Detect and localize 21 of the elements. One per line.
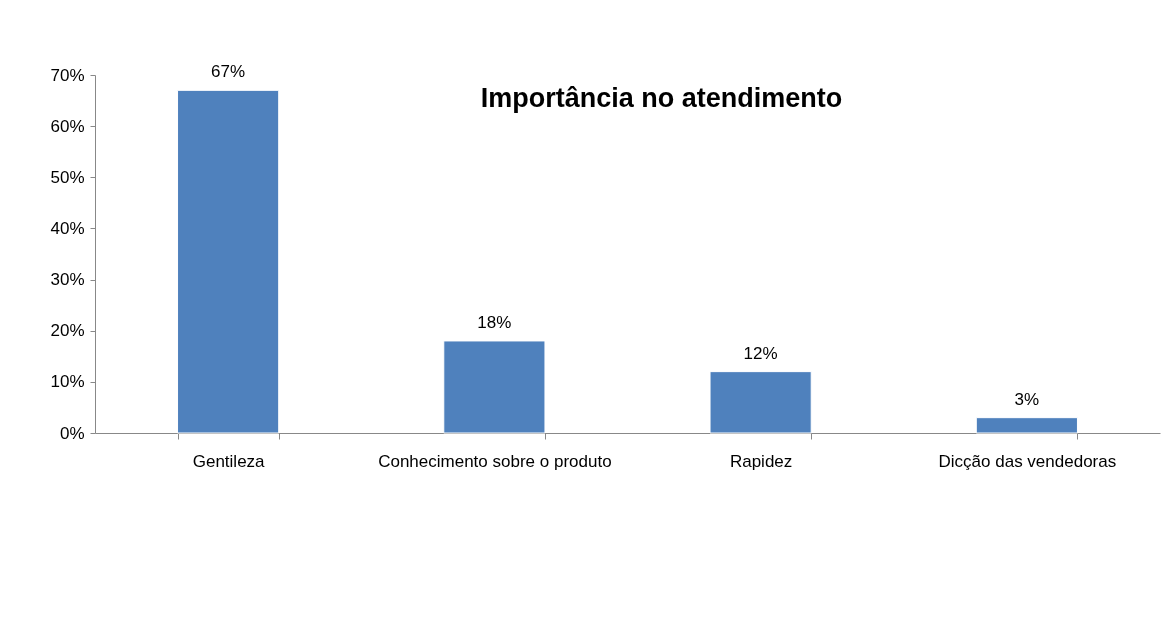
data-label: 67% — [211, 62, 246, 82]
y-tick-label: 70% — [50, 65, 85, 85]
data-label: 12% — [743, 343, 778, 363]
x-tick-label: Conhecimento sobre o produto — [378, 451, 612, 471]
x-tick-label: Dicção das vendedoras — [938, 451, 1117, 471]
data-label: 3% — [1014, 389, 1040, 409]
y-tick-label: 40% — [50, 218, 85, 238]
x-tick-label: Rapidez — [729, 451, 793, 471]
bar — [177, 89, 280, 434]
y-tick-label: 60% — [50, 116, 85, 136]
y-tick-label: 0% — [59, 423, 85, 443]
y-tick-label: 30% — [50, 270, 85, 290]
bar — [443, 340, 546, 434]
bar — [709, 371, 812, 434]
chart-title: Importância no atendimento — [480, 83, 843, 114]
data-label: 18% — [477, 312, 512, 332]
y-tick-label: 10% — [50, 372, 85, 392]
y-tick-label: 20% — [50, 321, 85, 341]
bar — [975, 417, 1078, 434]
x-tick-label: Gentileza — [192, 451, 266, 471]
y-tick-label: 50% — [50, 167, 85, 187]
